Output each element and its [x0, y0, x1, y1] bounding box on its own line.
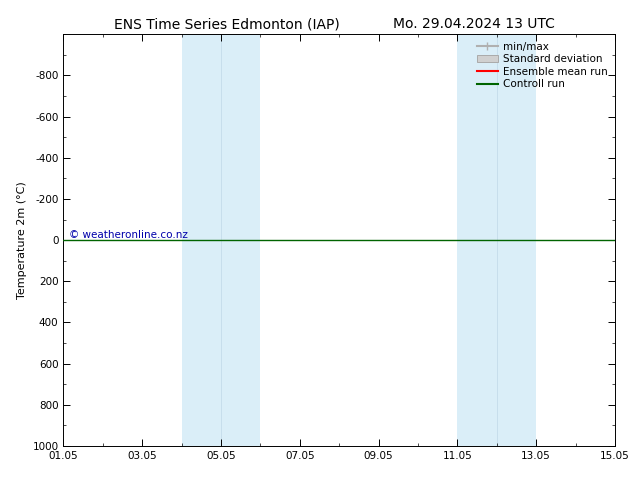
- Bar: [221, 34, 261, 446]
- Legend: min/max, Standard deviation, Ensemble mean run, Controll run: min/max, Standard deviation, Ensemble me…: [473, 37, 612, 94]
- Bar: [497, 34, 536, 446]
- Y-axis label: Temperature 2m (°C): Temperature 2m (°C): [17, 181, 27, 299]
- Bar: [181, 34, 221, 446]
- Text: ENS Time Series Edmonton (IAP): ENS Time Series Edmonton (IAP): [114, 17, 340, 31]
- Bar: [457, 34, 497, 446]
- Text: © weatheronline.co.nz: © weatheronline.co.nz: [69, 230, 188, 240]
- Text: Mo. 29.04.2024 13 UTC: Mo. 29.04.2024 13 UTC: [393, 17, 555, 31]
